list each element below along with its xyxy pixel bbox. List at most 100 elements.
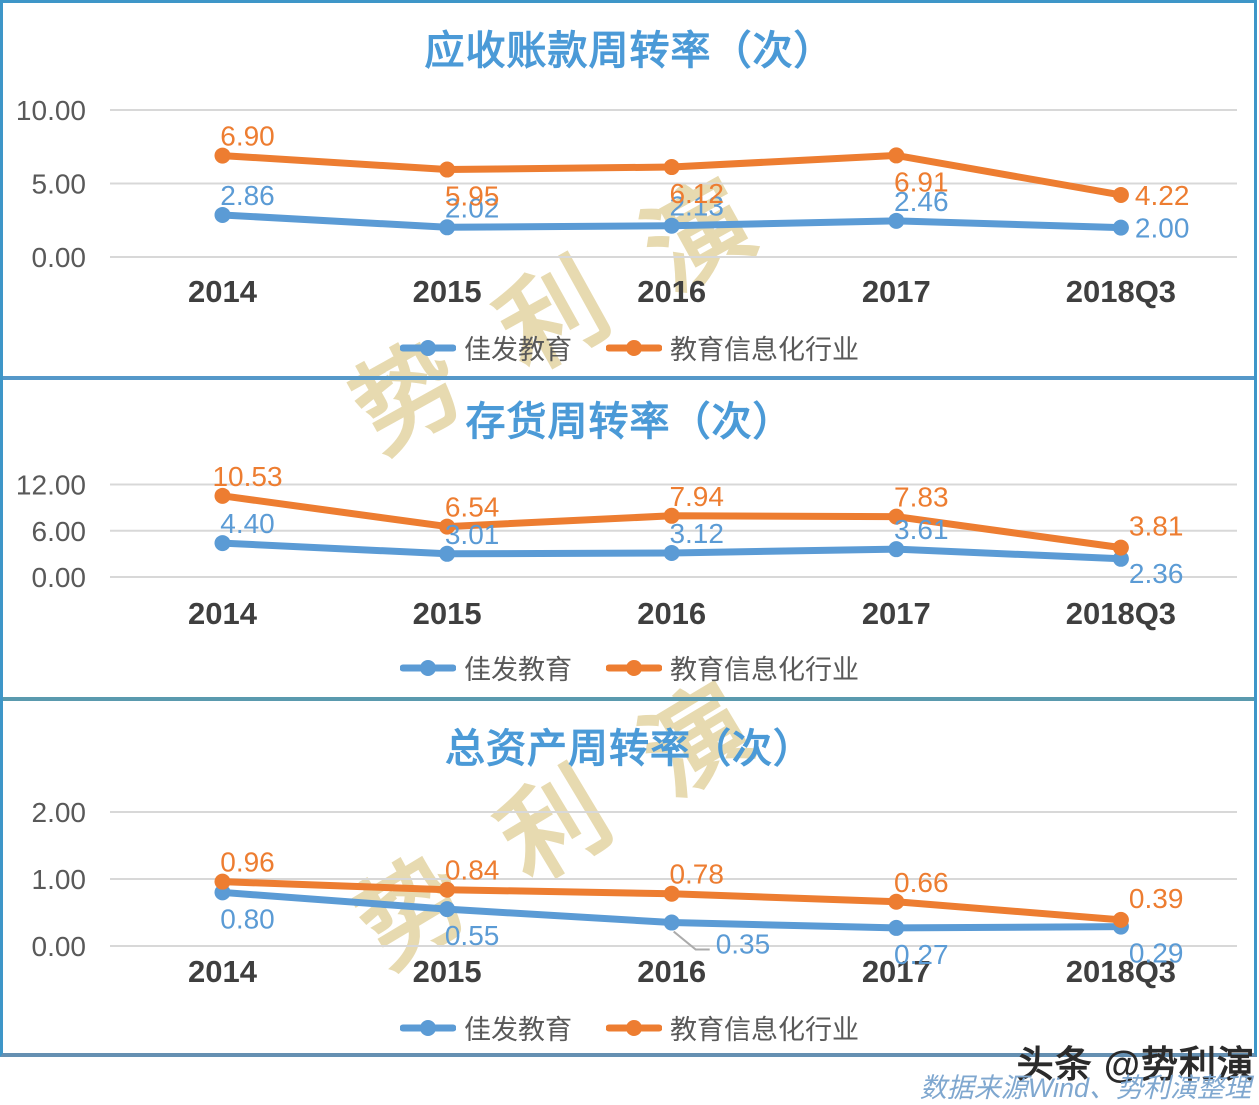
data-label: 0.29 [1129, 938, 1184, 969]
legend-label-industry: 教育信息化行业 [670, 335, 859, 365]
legend-line-marker-icon [606, 659, 662, 676]
legend-item-company: 佳发教育 [400, 328, 572, 367]
x-axis-category-label: 2015 [413, 274, 482, 309]
data-source-note: 数据来源Wind、势利演整理 [919, 1073, 1251, 1103]
chart-panel-1: 0.00 6.00 12.00 2014 2015 2016 2017 2018Q3 4.40 3… [16, 461, 1237, 631]
data-label: 0.39 [1129, 883, 1184, 914]
x-axis-category-label: 2016 [637, 954, 706, 989]
data-point-marker [888, 147, 905, 164]
x-axis-category-label: 2017 [862, 274, 931, 309]
data-point-marker [214, 487, 231, 504]
x-axis-category-label: 2018Q3 [1066, 954, 1176, 989]
data-label: 0.27 [894, 939, 949, 970]
x-axis-category-label: 2015 [413, 954, 482, 989]
data-point-marker [663, 507, 680, 524]
legend-label-company: 佳发教育 [464, 1015, 572, 1045]
data-label: 4.22 [1135, 180, 1190, 211]
data-label: 0.78 [669, 859, 724, 890]
data-point-marker [663, 159, 680, 176]
data-label: 0.55 [445, 920, 500, 951]
x-axis-category-label: 2017 [862, 596, 931, 631]
data-point-marker [888, 541, 905, 558]
legend-item-industry: 教育信息化行业 [606, 1008, 859, 1047]
legend-line-marker-icon [400, 659, 456, 676]
chart2-title: 存货周转率（次） [465, 400, 794, 444]
data-point-marker [439, 518, 456, 535]
data-label: 3.12 [669, 518, 724, 549]
toutiao-handle-watermark: 头条 @势利演 [1016, 1044, 1255, 1085]
chart1-title: 应收账款周转率（次） [424, 29, 835, 73]
y-axis-tick-label: 0.00 [32, 562, 87, 593]
x-axis-category-label: 2014 [188, 274, 258, 309]
data-point-marker [663, 914, 680, 931]
data-label: 0.66 [894, 867, 949, 898]
data-point-marker [214, 206, 231, 223]
data-label: 2.36 [1129, 558, 1184, 589]
data-label: 3.81 [1129, 511, 1184, 542]
data-point-marker [214, 535, 231, 552]
data-point-marker [439, 901, 456, 918]
data-point-marker [439, 219, 456, 236]
chart1-legend: 佳发教育 教育信息化行业 [0, 328, 1259, 367]
data-point-marker [1112, 539, 1129, 556]
data-label: 4.40 [220, 508, 275, 539]
data-point-marker [663, 885, 680, 902]
data-point-marker [1112, 186, 1129, 203]
legend-line-marker-icon [606, 1019, 662, 1036]
legend-label-industry: 教育信息化行业 [670, 1015, 859, 1045]
legend-label-company: 佳发教育 [464, 655, 572, 685]
legend-item-industry: 教育信息化行业 [606, 328, 859, 367]
legend-line-marker-icon [400, 1019, 456, 1036]
data-point-marker [663, 544, 680, 561]
data-point-marker [888, 893, 905, 910]
legend-item-company: 佳发教育 [400, 1008, 572, 1047]
legend-line-marker-icon [606, 339, 662, 356]
data-label: 6.91 [894, 166, 949, 197]
data-point-marker [663, 217, 680, 234]
data-point-marker [888, 508, 905, 525]
legend-label-industry: 教育信息化行业 [670, 655, 859, 685]
data-label: 2.00 [1135, 213, 1190, 244]
chart-panel-2: 0.00 1.00 2.00 2014 2015 2016 2017 2018Q3 0.80 0.… [32, 797, 1237, 989]
data-label: 2.46 [894, 186, 949, 217]
data-label: 0.96 [220, 847, 275, 878]
data-label-leader-line [673, 930, 710, 951]
data-label: 6.12 [669, 178, 724, 209]
legend-line-marker-icon [400, 339, 456, 356]
x-axis-category-label: 2018Q3 [1066, 274, 1176, 309]
data-label: 10.53 [212, 461, 282, 492]
data-point-marker [214, 873, 231, 890]
chart-panel-0: 0.00 5.00 10.00 2014 2015 2016 2017 2018Q3 2.86 2… [16, 95, 1237, 309]
x-axis-category-label: 2018Q3 [1066, 596, 1176, 631]
chart2-legend: 佳发教育 教育信息化行业 [0, 648, 1259, 687]
data-point-marker [439, 881, 456, 898]
y-axis-tick-label: 6.00 [32, 516, 87, 547]
data-label: 3.01 [445, 519, 500, 550]
data-label: 2.02 [445, 192, 500, 223]
y-axis-tick-label: 0.00 [32, 242, 87, 273]
data-point-marker [439, 545, 456, 562]
data-label: 7.94 [669, 481, 724, 512]
x-axis-category-label: 2016 [637, 274, 706, 309]
y-axis-tick-label: 0.00 [32, 931, 87, 962]
data-point-marker [1112, 911, 1129, 928]
chart3-legend: 佳发教育 教育信息化行业 [0, 1008, 1259, 1047]
x-axis-category-label: 2016 [637, 596, 706, 631]
data-point-marker [1112, 219, 1129, 236]
x-axis-category-label: 2014 [188, 596, 258, 631]
legend-label-company: 佳发教育 [464, 335, 572, 365]
data-label: 6.54 [445, 492, 500, 523]
x-axis-category-label: 2015 [413, 596, 482, 631]
data-label: 0.80 [220, 903, 275, 934]
data-label: 5.95 [445, 181, 500, 212]
data-point-marker [214, 147, 231, 164]
chart3-title: 总资产周转率（次） [445, 727, 814, 771]
panel-divider-2 [3, 697, 1254, 701]
data-label: 7.83 [894, 482, 949, 513]
y-axis-tick-label: 2.00 [32, 797, 87, 828]
x-axis-category-label: 2017 [862, 954, 931, 989]
data-label: 0.84 [445, 855, 500, 886]
panel-divider-1 [3, 376, 1254, 380]
